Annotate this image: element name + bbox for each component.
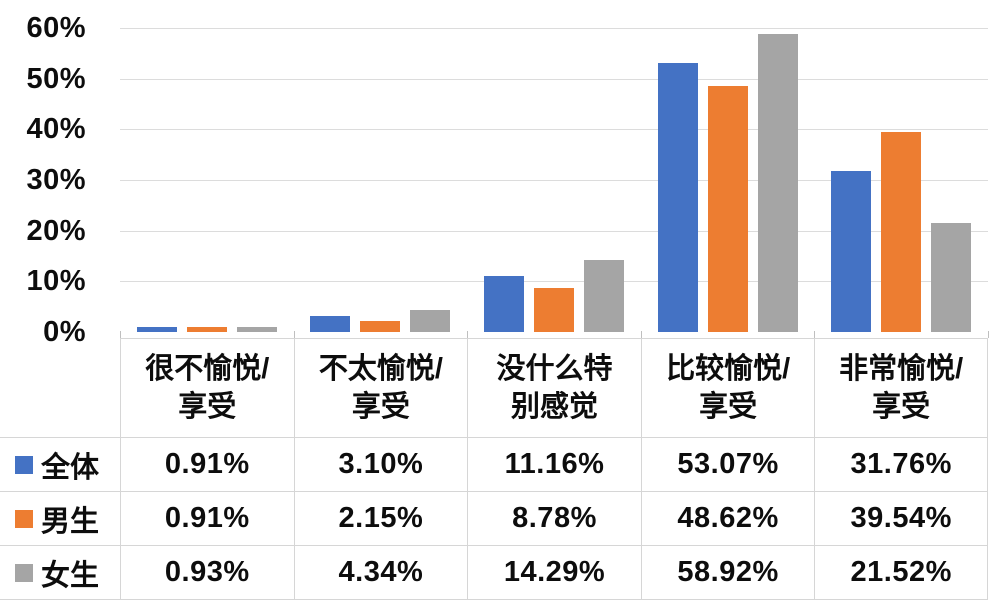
category-band: 很不愉悦/ 享受 不太愉悦/ 享受 没什么特 别感觉 比较愉悦/ 享受 非常愉悦… xyxy=(0,338,988,438)
value-cell: 53.07% xyxy=(640,438,815,492)
category-label-4: 比较愉悦/ 享受 xyxy=(640,338,815,438)
value-cell: 4.34% xyxy=(293,546,468,600)
legend-swatch-overall-icon xyxy=(15,455,33,474)
gridline xyxy=(120,230,988,232)
x-axis-tick xyxy=(988,331,989,338)
bar-series0-cat4 xyxy=(831,171,872,332)
y-axis-tick-label: 20% xyxy=(26,214,86,247)
value-cell: 0.93% xyxy=(120,546,294,600)
value-cell: 58.92% xyxy=(640,546,815,600)
y-axis-tick-label: 40% xyxy=(26,113,86,146)
plot-area: 0% 10% 20% 30% 40% 50% 60% xyxy=(26,12,989,348)
y-axis-tick-label: 60% xyxy=(26,12,86,44)
bar-series0-cat0 xyxy=(136,327,177,332)
table-row-male: 男生 0.91% 2.15% 8.78% 48.62% 39.54% xyxy=(0,492,988,546)
x-axis-tick xyxy=(640,331,642,338)
bar-series2-cat3 xyxy=(757,33,798,332)
value-cell: 21.52% xyxy=(814,546,988,600)
value-cell: 0.91% xyxy=(120,438,294,492)
value-cell: 0.91% xyxy=(120,492,294,546)
x-axis-tick xyxy=(293,331,295,338)
bar-series1-cat0 xyxy=(186,327,227,332)
category-label-5: 非常愉悦/ 享受 xyxy=(814,338,988,438)
legend-item-female: 女生 xyxy=(0,546,120,600)
gridline xyxy=(120,28,988,29)
x-axis-tick xyxy=(814,331,816,338)
bar-series0-cat3 xyxy=(657,63,698,332)
bar-series2-cat0 xyxy=(236,327,277,332)
table-row-female: 女生 0.93% 4.34% 14.29% 58.92% 21.52% xyxy=(0,546,988,600)
category-label-3: 没什么特 别感觉 xyxy=(467,338,641,438)
gridline xyxy=(120,281,988,283)
gridline xyxy=(120,129,988,131)
value-cell: 8.78% xyxy=(467,492,641,546)
bar-series0-cat1 xyxy=(310,316,351,332)
value-cell: 11.16% xyxy=(467,438,641,492)
y-axis-tick-label: 50% xyxy=(26,62,86,95)
bar-series1-cat3 xyxy=(707,85,748,332)
value-cell: 48.62% xyxy=(640,492,815,546)
gridline xyxy=(120,180,988,181)
value-cell: 31.76% xyxy=(814,438,988,492)
y-axis-tick-label: 30% xyxy=(26,164,86,196)
legend-item-overall: 全体 xyxy=(0,438,120,492)
legend-swatch-male-icon xyxy=(15,509,33,528)
bar-series1-cat1 xyxy=(360,321,401,332)
bar-series0-cat2 xyxy=(484,275,524,332)
value-cell: 2.15% xyxy=(293,492,468,546)
value-cell: 3.10% xyxy=(293,438,468,492)
series-name-female: 女生 xyxy=(41,559,100,592)
y-axis-tick-label: 10% xyxy=(26,265,86,298)
legend-item-male: 男生 xyxy=(0,492,120,546)
bar-series2-cat1 xyxy=(410,310,451,332)
bar-series2-cat4 xyxy=(931,223,972,332)
value-cell: 14.29% xyxy=(467,546,641,600)
x-axis-tick xyxy=(467,331,469,338)
bar-series1-cat2 xyxy=(534,287,574,332)
bar-series2-cat2 xyxy=(584,259,624,332)
category-label-1: 很不愉悦/ 享受 xyxy=(120,338,294,438)
category-label-2: 不太愉悦/ 享受 xyxy=(293,338,468,438)
series-name-overall: 全体 xyxy=(41,451,100,484)
axis-corner-cell xyxy=(0,338,120,438)
y-axis-tick-label: 0% xyxy=(43,316,86,348)
value-cell: 39.54% xyxy=(814,492,988,546)
series-name-male: 男生 xyxy=(41,505,100,538)
x-axis-tick xyxy=(120,331,121,338)
table-row-overall: 全体 0.91% 3.10% 11.16% 53.07% 31.76% xyxy=(0,438,988,492)
legend-swatch-female-icon xyxy=(15,563,33,582)
bar-series1-cat4 xyxy=(881,131,922,332)
gridline xyxy=(120,78,988,80)
